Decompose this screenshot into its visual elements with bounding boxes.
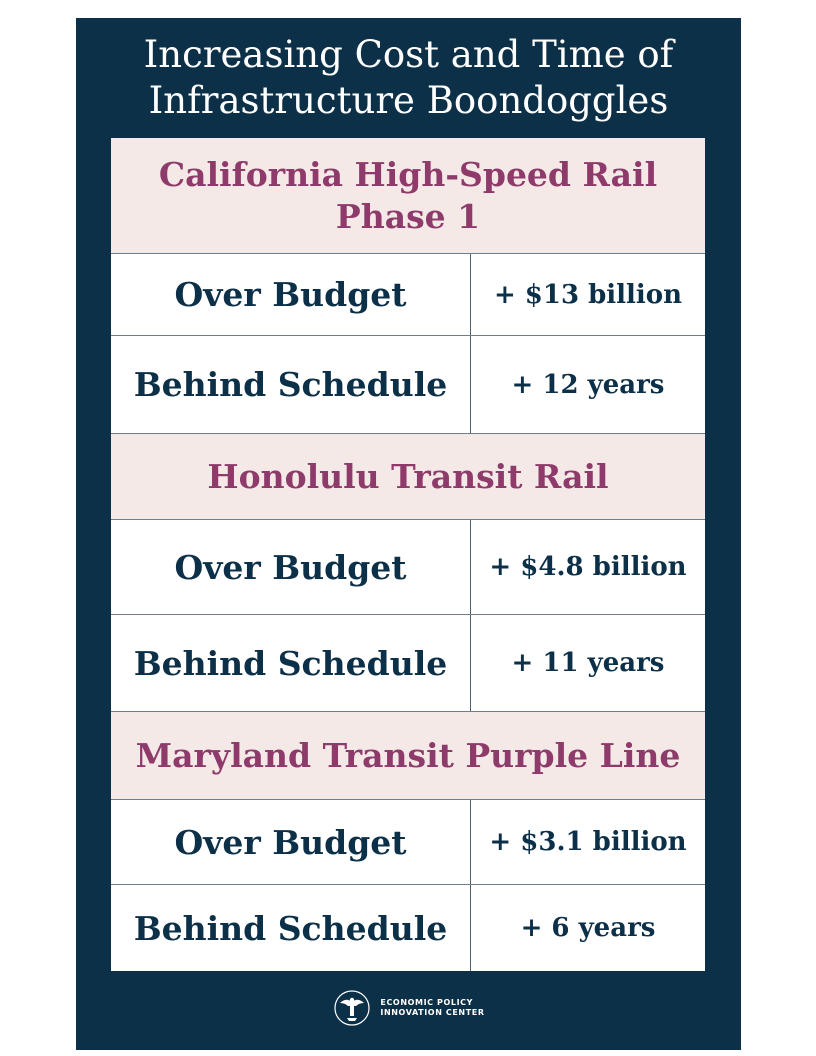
metric-value: + 6 years	[520, 913, 656, 943]
table-row-behind-schedule: Behind Schedule + 6 years	[111, 885, 705, 971]
table-row-behind-schedule: Behind Schedule + 12 years	[111, 336, 705, 434]
project-name-line: Maryland Transit Purple Line	[135, 735, 681, 775]
project-name-line: California High-Speed Rail	[158, 154, 658, 194]
metric-value: + $3.1 billion	[489, 827, 687, 857]
project-name-line: Honolulu Transit Rail	[207, 456, 609, 496]
table-row-over-budget: Over Budget + $4.8 billion	[111, 520, 705, 615]
page-title: Increasing Cost and Time of Infrastructu…	[76, 32, 741, 124]
footer-logo: ECONOMIC POLICY INNOVATION CENTER	[76, 986, 741, 1030]
metric-label: Over Budget	[111, 254, 471, 335]
metric-label: Over Budget	[111, 800, 471, 884]
metric-label: Behind Schedule	[111, 336, 471, 433]
project-header-california: California High-Speed Rail Phase 1	[111, 138, 705, 254]
project-header-maryland: Maryland Transit Purple Line	[111, 712, 705, 800]
table-row-over-budget: Over Budget + $13 billion	[111, 254, 705, 336]
org-name: ECONOMIC POLICY INNOVATION CENTER	[380, 998, 484, 1018]
table-row-over-budget: Over Budget + $3.1 billion	[111, 800, 705, 885]
org-name-line-2: INNOVATION CENTER	[380, 1008, 485, 1017]
org-name-line-1: ECONOMIC POLICY	[380, 998, 474, 1007]
projects-table: California High-Speed Rail Phase 1 Over …	[111, 138, 705, 971]
eagle-seal-icon	[334, 990, 370, 1026]
metric-value: + 12 years	[511, 369, 665, 400]
project-name-line: Phase 1	[335, 196, 481, 236]
metric-label: Over Budget	[111, 520, 471, 614]
metric-value: + $13 billion	[493, 279, 683, 310]
table-row-behind-schedule: Behind Schedule + 11 years	[111, 615, 705, 712]
metric-label: Behind Schedule	[111, 885, 471, 971]
metric-value: + 11 years	[511, 648, 665, 678]
project-header-honolulu: Honolulu Transit Rail	[111, 434, 705, 520]
infographic-panel: Increasing Cost and Time of Infrastructu…	[76, 18, 741, 1050]
metric-value: + $4.8 billion	[489, 552, 687, 582]
title-line-2: Infrastructure Boondoggles	[148, 79, 669, 122]
title-line-1: Increasing Cost and Time of	[143, 33, 674, 76]
metric-label: Behind Schedule	[111, 615, 471, 711]
